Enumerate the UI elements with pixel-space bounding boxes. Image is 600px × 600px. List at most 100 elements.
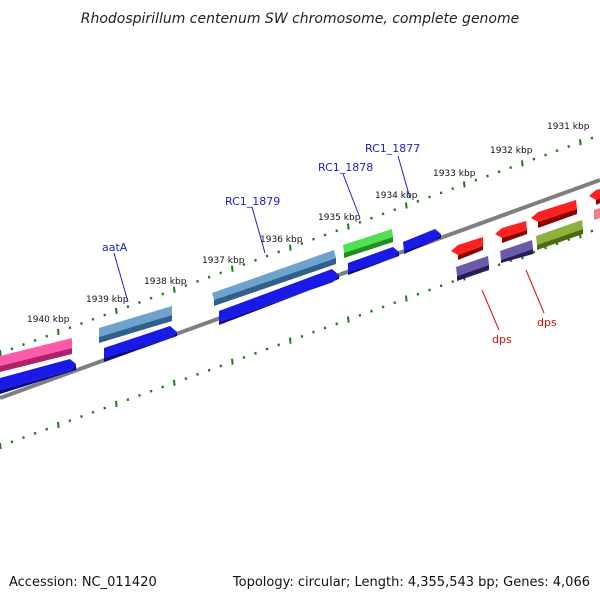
tick-major [0,349,2,357]
gene-features [0,189,600,394]
tick-minor [509,166,513,170]
tick-minor [532,250,536,254]
tick-major [289,244,292,251]
tick-minor [497,170,501,174]
gene-aatA[interactable] [99,306,172,343]
tick-minor [335,322,339,326]
tick-labels: 1931 kbp 1932 kbp 1933 kbp 1934 kbp 1935… [27,122,590,325]
tick-minor [219,364,223,368]
tick-minor [138,393,141,397]
tick-label-1938: 1938 kbp [144,277,187,287]
tick-minor [91,410,95,414]
label-aatA: aatA [102,241,128,254]
tick-major [347,316,350,323]
tick-minor [451,187,455,191]
tick-major [405,202,408,209]
tick-minor [242,263,246,266]
tick-minor [33,338,37,342]
tick-minor [265,254,269,258]
tick-minor [126,398,130,402]
tick-label-1931: 1931 kbp [547,122,590,132]
tick-minor [567,145,571,148]
tick-minor [45,334,49,338]
label-dps-1: dps [492,333,512,346]
tick-minor [335,229,339,233]
tick-minor [219,271,223,275]
tick-minor [323,326,327,330]
tick-minor [439,284,443,288]
tick-major [173,379,176,386]
tick-minor [497,263,501,267]
tick-minor [184,377,188,381]
tick-label-1939: 1939 kbp [86,295,129,305]
tick-major [173,286,176,293]
cds-blue-1[interactable] [0,359,76,394]
cds-blue-1878[interactable] [348,247,399,275]
tick-minor [474,178,478,182]
tick-minor [532,157,536,161]
tick-label-1935: 1935 kbp [318,213,361,223]
tick-minor [416,292,420,296]
gene-salmon-partial[interactable] [594,208,600,220]
tick-minor [277,343,281,347]
tick-minor [323,233,327,237]
gene-rc1-1879[interactable] [212,250,336,306]
tick-minor [451,280,455,284]
tick-minor [590,229,594,233]
tick-track-upper [0,136,594,357]
tick-minor [428,195,431,199]
tick-minor [393,208,397,212]
tick-minor [370,309,373,313]
tick-label-1933: 1933 kbp [433,169,476,179]
gene-rc1-1877[interactable] [403,229,441,254]
tick-minor [381,305,385,309]
tick-minor [544,153,547,157]
tick-major [347,223,350,230]
tick-minor [242,356,246,359]
tick-major [0,442,2,450]
tick-minor [80,322,83,325]
tick-minor [300,241,304,245]
tick-minor [254,351,257,355]
gene-red-1[interactable] [451,237,483,260]
label-rc1-1877: RC1_1877 [365,142,420,155]
tick-label-1936: 1936 kbp [260,235,303,245]
gene-red-2[interactable] [495,221,527,243]
tick-label-1937: 1937 kbp [202,256,245,266]
tick-minor [68,419,72,423]
cds-blue-aatA[interactable] [104,326,177,362]
gene-purple-1[interactable] [456,256,489,281]
tick-major [405,295,408,302]
tick-minor [161,292,165,296]
tick-minor [300,334,304,338]
tick-label-1940: 1940 kbp [27,315,70,325]
tick-minor [254,258,257,262]
tick-major [231,358,234,365]
gene-red-3[interactable] [531,200,577,228]
cds-blue-1879[interactable] [219,269,339,325]
label-dps-2: dps [537,316,557,329]
tick-minor [370,216,373,220]
gene-olive[interactable] [536,220,583,250]
tick-minor [416,199,420,203]
tick-major [289,337,292,344]
tick-minor [161,385,165,389]
tick-major [463,181,466,188]
tick-minor [381,212,385,216]
tick-minor [10,347,14,351]
tick-minor [22,436,25,440]
gene-purple-2[interactable] [500,240,533,263]
gene-pink[interactable] [0,338,72,372]
tick-minor [103,313,107,317]
tick-minor [45,427,49,431]
gene-red-4[interactable] [589,189,600,205]
gene-rc1-1878[interactable] [343,229,393,258]
tick-minor [10,440,14,444]
tick-minor [126,305,130,309]
tick-label-1934: 1934 kbp [375,191,418,201]
topology-text: Topology: circular; Length: 4,355,543 bp… [232,575,590,590]
tick-major [115,307,118,314]
tick-minor [22,343,25,347]
tick-minor [312,237,315,241]
